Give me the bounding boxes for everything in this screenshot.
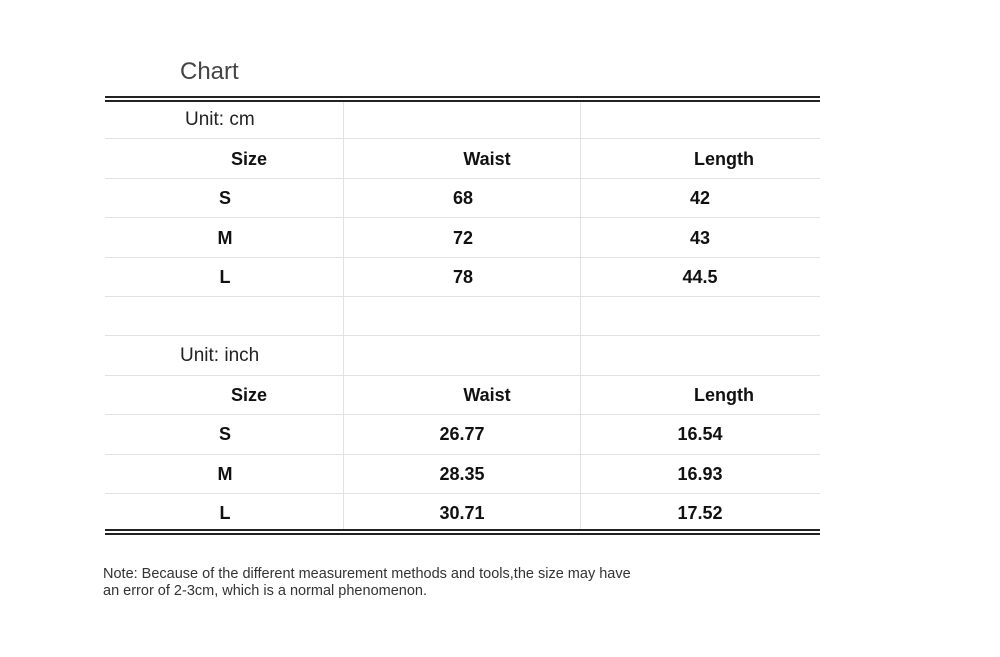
- cell-size: L: [219, 267, 231, 287]
- cell-length: 43: [689, 228, 711, 248]
- row-divider: [105, 335, 820, 336]
- cell-length: 16.54: [677, 424, 723, 444]
- header-size: Size: [230, 149, 268, 169]
- top-border: [105, 100, 820, 102]
- row-divider: [105, 454, 820, 455]
- cell-length: 16.93: [677, 464, 723, 484]
- unit-label-cm: Unit: cm: [185, 109, 255, 130]
- unit-label-inch: Unit: inch: [180, 345, 260, 366]
- row-divider: [105, 178, 820, 179]
- cell-size: S: [218, 424, 232, 444]
- bottom-border: [105, 529, 820, 531]
- note: Note: Because of the different measureme…: [103, 566, 631, 600]
- header-waist: Waist: [463, 385, 511, 405]
- note-line: Note: Because of the different measureme…: [103, 566, 631, 582]
- row-divider: [105, 414, 820, 415]
- row-divider: [105, 257, 820, 258]
- cell-size: S: [218, 188, 232, 208]
- header-waist: Waist: [463, 149, 511, 169]
- cell-waist: 30.71: [439, 503, 485, 523]
- cell-waist: 78: [452, 267, 474, 287]
- chart-title: Chart: [180, 58, 239, 85]
- header-length: Length: [694, 385, 754, 405]
- row-divider: [105, 493, 820, 494]
- cell-waist: 72: [452, 228, 474, 248]
- cell-size: M: [217, 464, 233, 484]
- column-divider: [343, 102, 344, 529]
- cell-size: L: [219, 503, 231, 523]
- cell-waist: 28.35: [439, 464, 485, 484]
- row-divider: [105, 296, 820, 297]
- cell-size: M: [217, 228, 233, 248]
- bottom-border: [105, 533, 820, 535]
- cell-length: 44.5: [682, 267, 718, 287]
- row-divider: [105, 375, 820, 376]
- top-border: [105, 96, 820, 98]
- cell-length: 17.52: [677, 503, 723, 523]
- cell-length: 42: [689, 188, 711, 208]
- header-size: Size: [230, 385, 268, 405]
- cell-waist: 68: [452, 188, 474, 208]
- row-divider: [105, 217, 820, 218]
- header-length: Length: [694, 149, 754, 169]
- row-divider: [105, 138, 820, 139]
- column-divider: [580, 102, 581, 529]
- cell-waist: 26.77: [439, 424, 485, 444]
- note-line: an error of 2-3cm, which is a normal phe…: [103, 583, 427, 599]
